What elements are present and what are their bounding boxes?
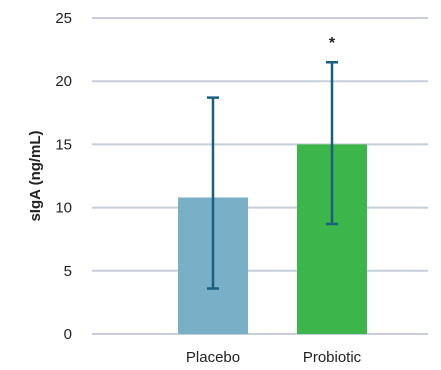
y-tick-label: 15 <box>55 136 72 153</box>
bars <box>178 144 367 334</box>
y-tick-label: 0 <box>64 326 72 343</box>
y-tick-label: 5 <box>64 263 72 280</box>
y-axis-ticks: 0 5 10 15 20 25 <box>55 10 72 343</box>
y-tick-label: 25 <box>55 10 72 27</box>
error-bars <box>207 60 338 290</box>
annotations: * <box>329 35 336 52</box>
x-tick-label: Probiotic <box>303 349 362 366</box>
gridlines <box>92 17 428 335</box>
y-axis-label: sIgA (ng/mL) <box>27 130 44 221</box>
x-tick-label: Placebo <box>186 349 240 366</box>
y-tick-label: 10 <box>55 200 72 217</box>
significance-marker: * <box>329 35 336 52</box>
x-axis-ticks: Placebo Probiotic <box>186 349 362 366</box>
y-tick-label: 20 <box>55 73 72 90</box>
